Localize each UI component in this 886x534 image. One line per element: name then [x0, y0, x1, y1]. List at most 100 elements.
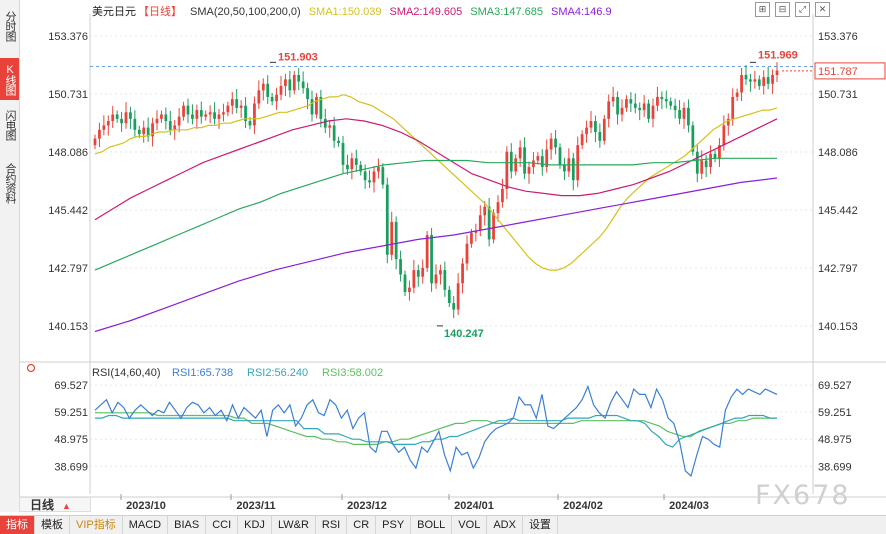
candle-body [682, 107, 686, 119]
toolbar-item-lw-r[interactable]: LW&R [272, 516, 316, 534]
candle-body [337, 140, 340, 143]
candle-body [638, 107, 642, 111]
candle-body [709, 153, 712, 168]
candle-body [620, 107, 624, 115]
rsi2-line [95, 414, 777, 448]
candle-body [217, 114, 221, 119]
candle-body [501, 189, 504, 203]
toolbar-item-boll[interactable]: BOLL [411, 516, 453, 534]
instrument-title: 美元日元 [92, 6, 136, 18]
fullscreen-icon[interactable]: ⤢ [795, 2, 810, 17]
zoom-in-icon[interactable]: ⊞ [755, 2, 770, 17]
candle-body [160, 114, 163, 119]
candle-body [199, 110, 203, 117]
candle-body [354, 158, 358, 165]
candle-body [540, 156, 544, 168]
candle-body [106, 121, 110, 126]
toolbar-item-kdj[interactable]: KDJ [238, 516, 272, 534]
y-tick-left: 150.731 [48, 89, 88, 101]
candle-body [602, 118, 606, 141]
candle-body [691, 125, 695, 152]
side-tab-1[interactable]: K线图 [0, 58, 19, 100]
sma2-value: SMA2:149.605 [389, 6, 463, 18]
candle-body [235, 99, 239, 108]
candle-body [115, 114, 119, 119]
side-tab-2[interactable]: 闪电图 [4, 110, 16, 140]
chart-legend: 美元日元 【日线】 SMA(20,50,100,200,0) SMA1:150.039… [92, 3, 620, 18]
candle-body [749, 79, 752, 82]
candle-body [762, 77, 766, 86]
candle-body [425, 235, 429, 268]
candle-body [399, 259, 402, 275]
candle-body [664, 99, 668, 102]
candle-body [319, 96, 323, 119]
candle-body [182, 105, 185, 117]
candle-body [204, 114, 208, 117]
rsi-y-tick-right: 59.251 [818, 407, 852, 419]
candle-body [731, 96, 735, 119]
candle-body [629, 99, 633, 104]
y-tick-left: 142.797 [48, 263, 88, 275]
zoom-out-icon[interactable]: ⊟ [775, 2, 790, 17]
candle-body [186, 105, 190, 115]
candle-body [275, 94, 278, 102]
toolbar-item-bias[interactable]: BIAS [168, 516, 207, 534]
candle-body [412, 270, 416, 288]
toolbar-item-psy[interactable]: PSY [376, 516, 412, 534]
period-selector[interactable]: 日线 ▲ [19, 497, 91, 512]
rsi1-line [94, 384, 778, 478]
toolbar-item-macd[interactable]: MACD [123, 516, 169, 534]
candle-body [718, 145, 721, 159]
toolbar-item-vol[interactable]: VOL [452, 516, 488, 534]
x-tick-label: 2023/10 [126, 500, 166, 512]
toolbar-item--[interactable]: 指标 [0, 516, 35, 534]
candle-body [421, 267, 425, 277]
y-tick-left: 148.086 [48, 147, 88, 159]
candle-body [461, 263, 464, 284]
candle-body [607, 101, 611, 119]
toolbar-item-cr[interactable]: CR [347, 516, 377, 534]
close-icon[interactable]: ✕ [815, 2, 830, 17]
candle-body [381, 167, 385, 185]
period-label[interactable]: 【日线】 [138, 6, 182, 18]
candle-body [704, 160, 708, 168]
candle-body [279, 85, 283, 95]
candle-body [155, 118, 159, 124]
sma3-line [94, 157, 777, 271]
toolbar-item--[interactable]: 设置 [523, 516, 558, 534]
toolbar-item-adx[interactable]: ADX [487, 516, 523, 534]
toolbar-item-rsi[interactable]: RSI [316, 516, 348, 534]
candle-body [625, 99, 628, 108]
toolbar-item-cci[interactable]: CCI [206, 516, 239, 534]
candle-body [744, 75, 748, 80]
candle-body [306, 88, 309, 100]
candle-body [359, 164, 363, 172]
candle-body [213, 112, 216, 119]
sma4-value: SMA4:146.9 [551, 6, 612, 18]
candle-body [580, 134, 584, 146]
toolbar-item--[interactable]: 模板 [35, 516, 70, 534]
rsi-label: RSI(14,60,40) [92, 367, 160, 379]
rsi1-value: RSI1:65.738 [172, 367, 233, 379]
candle-body [142, 127, 146, 135]
candle-body [292, 75, 296, 91]
candle-body [576, 145, 580, 181]
candle-body [726, 118, 730, 126]
candle-body [505, 151, 509, 189]
toolbar-item-vip-[interactable]: VIP指标 [70, 516, 123, 534]
candle-body [253, 103, 256, 126]
sma3-value: SMA3:147.685 [470, 6, 544, 18]
candle-body [660, 96, 664, 100]
candle-body [616, 96, 619, 115]
candle-body [363, 171, 367, 181]
candle-body [518, 147, 522, 159]
candle-body [284, 79, 287, 86]
candle-body [478, 215, 482, 231]
candle-body [474, 230, 478, 233]
side-tab-0[interactable]: 分时图 [4, 11, 16, 41]
rsi3-value: RSI3:58.002 [322, 367, 383, 379]
rsi-y-tick-right: 69.527 [818, 380, 852, 392]
side-tab-3[interactable]: 合约资料 [4, 163, 16, 203]
chart-canvas[interactable]: 153.376 153.376 150.731 150.731 148.086 148.0… [0, 0, 886, 512]
candle-body [470, 232, 473, 244]
